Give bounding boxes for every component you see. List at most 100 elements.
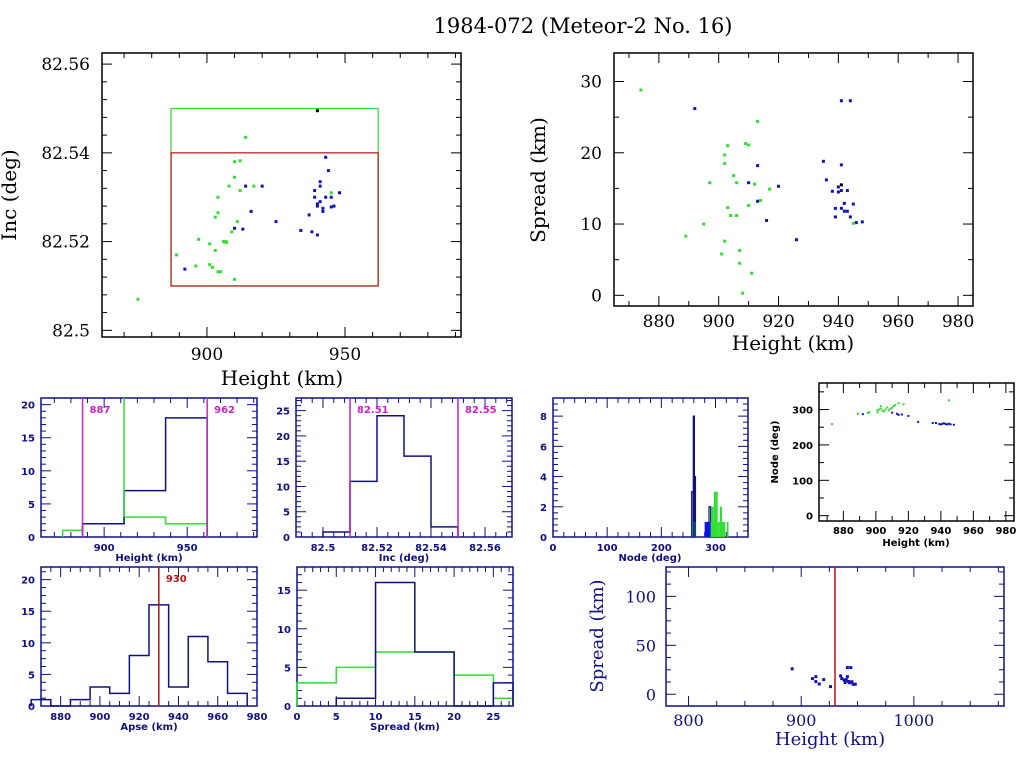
data-point-green <box>729 213 733 217</box>
y-tick-label: 300 <box>792 406 813 417</box>
data-point-blue <box>313 189 317 193</box>
data-point-blue <box>896 412 898 415</box>
data-point-green <box>866 412 869 415</box>
data-point-blue <box>845 209 849 213</box>
data-point-green <box>732 174 736 178</box>
histogram-step-navy <box>30 604 248 707</box>
y-tick-label: 8 <box>540 412 547 423</box>
data-point-green <box>216 195 220 199</box>
y-tick-label: 30 <box>580 73 602 93</box>
data-point-green <box>744 142 748 146</box>
x-tick-label: 900 <box>702 312 734 332</box>
plot-frame <box>40 397 258 538</box>
limit-marker-label: 930 <box>166 574 187 585</box>
data-point-blue <box>313 195 317 199</box>
histogram-bar-teal <box>694 521 696 537</box>
data-point-green <box>831 423 833 426</box>
data-point-green <box>851 221 855 225</box>
x-tick-label: 980 <box>247 712 268 723</box>
data-point-green <box>894 403 897 406</box>
y-tick-label: 82.56 <box>41 55 90 75</box>
data-point-blue <box>850 680 854 684</box>
data-point-green <box>216 270 220 274</box>
data-point-blue <box>817 682 821 686</box>
data-point-blue <box>315 204 319 208</box>
data-point-blue <box>836 185 840 189</box>
y-tick-label: 200 <box>792 441 813 452</box>
y-tick-label: 0 <box>540 533 547 544</box>
data-point-green <box>723 161 727 165</box>
histogram-step-navy <box>335 581 514 707</box>
data-point-blue <box>853 682 857 686</box>
data-point-green <box>868 411 871 414</box>
x-tick-label: 880 <box>833 526 854 537</box>
data-point-blue <box>310 230 314 234</box>
data-point-green <box>768 187 772 191</box>
data-point-blue <box>917 420 920 423</box>
data-point-green <box>887 409 890 412</box>
data-point-green <box>891 406 894 409</box>
data-point-blue <box>938 423 941 426</box>
x-axis-label: Height (km) <box>732 331 854 355</box>
data-point-blue <box>332 204 336 208</box>
data-point-blue <box>949 423 952 426</box>
data-point-blue <box>814 675 818 679</box>
data-point-blue <box>756 164 760 168</box>
histogram-step-navy <box>322 414 459 537</box>
data-point-blue <box>845 666 849 670</box>
data-point-green <box>238 189 242 193</box>
chart-spread-vs-height-wide: 800 900 1000 0 50 100 Height (km) Spread (km) <box>587 566 1005 750</box>
data-point-blue <box>318 184 322 188</box>
data-point-blue <box>851 682 855 686</box>
data-point-green <box>208 242 212 246</box>
data-point-blue <box>693 107 697 111</box>
histogram-bar-green <box>722 521 726 537</box>
data-point-green <box>230 230 234 234</box>
chart-height-histogram: 900 950 0 5 10 15 20 Height (km) 887 962 <box>21 397 258 564</box>
data-point-blue <box>790 667 794 671</box>
data-point-blue <box>845 675 849 679</box>
y-axis-label: Spread (km) <box>587 579 608 692</box>
x-axis-label: Height (km) <box>221 366 343 390</box>
y-tick-label: 82.5 <box>52 321 90 341</box>
y-tick-label: 82.54 <box>41 144 90 164</box>
x-tick-label: 82.52 <box>361 543 393 554</box>
x-tick-label: 15 <box>408 712 422 723</box>
data-point-blue <box>840 677 844 681</box>
data-point-blue <box>851 202 855 206</box>
data-point-blue <box>233 226 237 230</box>
data-point-blue <box>836 190 840 194</box>
data-point-green <box>857 412 859 415</box>
data-point-blue <box>931 421 934 424</box>
y-tick-label: 15 <box>21 434 35 445</box>
x-tick-label: 300 <box>705 543 726 554</box>
y-tick-label: 6 <box>540 442 547 453</box>
data-point-blue <box>824 178 828 182</box>
x-tick-label: 880 <box>50 712 71 723</box>
x-axis-label: Spread (km) <box>370 722 440 733</box>
y-tick-label: 20 <box>580 144 602 164</box>
data-point-blue <box>839 163 843 167</box>
data-point-green <box>708 181 712 185</box>
data-point-green <box>886 406 889 409</box>
y-tick-label: 50 <box>636 636 656 655</box>
x-tick-label: 960 <box>207 712 228 723</box>
data-point-blue <box>321 206 325 210</box>
histogram-step-green <box>61 516 208 537</box>
data-point-blue <box>900 413 903 416</box>
data-point-blue <box>946 423 949 426</box>
y-tick-label: 2 <box>540 503 547 514</box>
data-point-blue <box>765 218 769 222</box>
data-point-blue <box>839 674 843 678</box>
data-point-green <box>948 399 950 402</box>
data-point-green <box>735 213 739 217</box>
data-point-black <box>315 109 319 113</box>
x-tick-label: 980 <box>995 526 1016 537</box>
x-tick-label: 920 <box>762 312 794 332</box>
data-point-blue <box>324 155 328 159</box>
data-point-blue <box>822 678 826 682</box>
x-tick-label: 82.5 <box>311 543 336 554</box>
x-tick-label: 950 <box>177 543 198 554</box>
data-point-blue <box>839 206 843 210</box>
x-axis-label: Apse (km) <box>120 722 177 733</box>
